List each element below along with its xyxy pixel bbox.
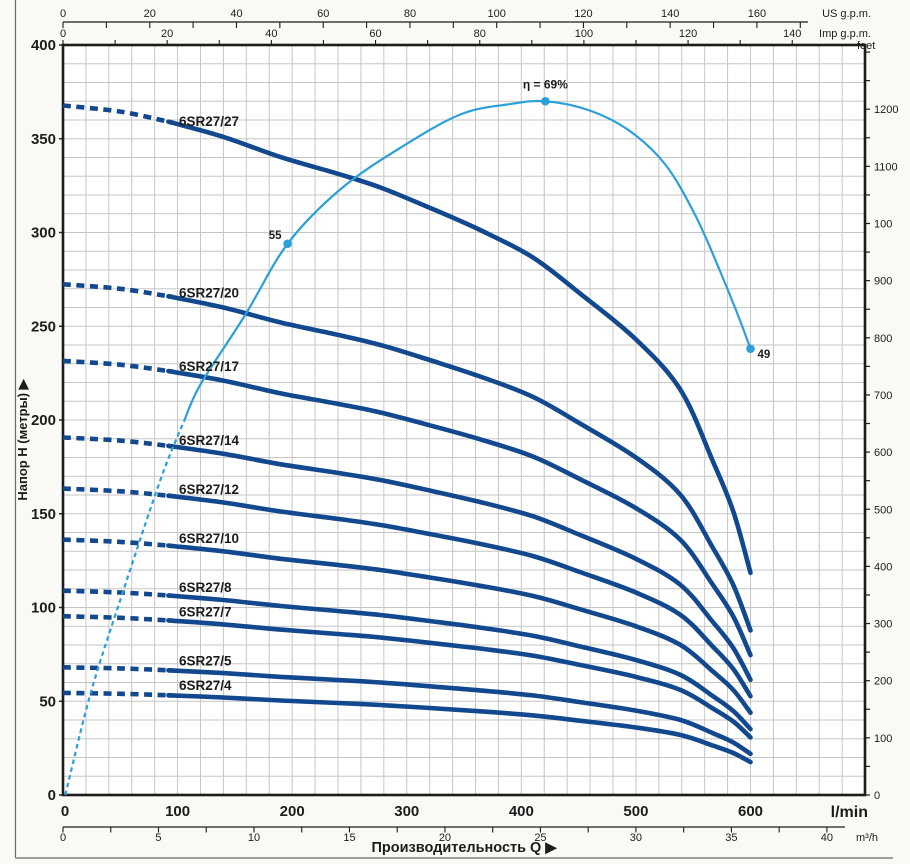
y-left-tick-label: 200 (31, 412, 56, 429)
y-left-tick-label: 0 (48, 787, 56, 804)
m3h-unit-label: m³/h (856, 832, 878, 844)
feet-tick-label: 300 (874, 619, 892, 631)
lmin-unit-label: l/min (831, 804, 868, 821)
m3h-tick-label: 30 (630, 832, 642, 844)
lmin-tick-label: 300 (394, 803, 419, 820)
m3h-tick-label: 35 (725, 832, 737, 844)
feet-tick-label: 900 (874, 276, 892, 288)
curve-labels: 6SR27/27 6SR27/20 6SR27/17 6SR27/14 6SR27/12… (179, 114, 240, 693)
curve-label-27: 6SR27/27 (179, 114, 239, 129)
curve-label-10: 6SR27/10 (179, 531, 239, 546)
pump-curve-10 (166, 543, 753, 715)
m3h-tick-label: 25 (534, 832, 546, 844)
curve-label-8: 6SR27/8 (179, 580, 232, 595)
usgpm-unit-label: US g.p.m. (822, 8, 871, 20)
pump-curve-7 (166, 618, 753, 740)
usgpm-tick-label: 140 (661, 8, 679, 20)
efficiency-curve: 55 η = 69% 49 (64, 77, 771, 796)
impgpm-tick-label: 140 (783, 28, 801, 40)
feet-tick-label: 100 (874, 219, 892, 231)
pump-curve-5 (166, 668, 753, 757)
m3h-tick-label: 10 (248, 832, 260, 844)
feet-tick-label: 600 (874, 447, 892, 459)
efficiency-point (746, 344, 755, 354)
pump-curve-17 (166, 368, 753, 658)
y-axis-title: Напор H (метры) ▶ (15, 378, 30, 500)
efficiency-point (283, 239, 292, 249)
curve-label-17: 6SR27/17 (179, 359, 239, 374)
efficiency-peak-label: η = 69% (523, 77, 568, 91)
impgpm-tick-label: 20 (161, 28, 173, 40)
impgpm-unit-label: Imp g.p.m. (819, 28, 871, 40)
feet-tick-label: 200 (874, 676, 892, 688)
x-axis-title: Производительность Q ▶ (371, 840, 558, 856)
pump-curve-20 (166, 294, 753, 633)
m3h-tick-label: 0 (60, 832, 66, 844)
pump-curve-27 (166, 119, 753, 576)
pump-curves (62, 103, 753, 765)
efficiency-curve-dashed (64, 419, 186, 796)
feet-tick-label: 0 (874, 790, 880, 802)
y-left-tick-label: 300 (31, 225, 56, 242)
usgpm-tick-label: 160 (748, 8, 766, 20)
feet-tick-label: 100 (874, 733, 892, 745)
m3h-tick-label: 40 (821, 832, 833, 844)
efficiency-curve-solid (183, 99, 752, 422)
m3h-tick-label: 5 (155, 832, 161, 844)
feet-tick-label: 400 (874, 561, 892, 573)
feet-tick-label: 1200 (874, 104, 898, 116)
lmin-tick-label: 500 (623, 803, 648, 820)
pump-curve-12 (166, 493, 753, 699)
usgpm-tick-label: 120 (574, 8, 592, 20)
feet-tick-label: 500 (874, 504, 892, 516)
y-left-tick-label: 250 (31, 318, 56, 335)
lmin-tick-label: 600 (738, 803, 763, 820)
efficiency-point-label: 55 (269, 230, 282, 242)
usgpm-tick-label: 0 (60, 8, 66, 20)
lmin-tick-label: 100 (165, 803, 190, 820)
curve-label-14: 6SR27/14 (179, 433, 240, 448)
usgpm-tick-label: 40 (230, 8, 242, 20)
curve-label-4: 6SR27/4 (179, 678, 232, 693)
y-left-tick-label: 400 (31, 37, 56, 54)
curve-label-7: 6SR27/7 (179, 604, 232, 619)
impgpm-tick-label: 60 (369, 28, 381, 40)
y-left-tick-label: 100 (31, 600, 56, 617)
feet-tick-label: 800 (874, 333, 892, 345)
lmin-tick-label: 400 (509, 803, 534, 820)
impgpm-tick-label: 0 (60, 28, 66, 40)
lmin-tick-label: 0 (61, 803, 69, 820)
usgpm-tick-label: 60 (317, 8, 329, 20)
efficiency-point-label: 49 (758, 349, 771, 361)
feet-unit-label: feet (857, 40, 875, 52)
lmin-tick-label: 200 (280, 803, 305, 820)
usgpm-tick-label: 20 (144, 8, 156, 20)
usgpm-tick-label: 80 (404, 8, 416, 20)
impgpm-tick-label: 100 (575, 28, 593, 40)
feet-tick-label: 1100 (874, 161, 898, 173)
efficiency-point (541, 96, 550, 106)
y-left-tick-label: 350 (31, 131, 56, 148)
impgpm-tick-label: 120 (679, 28, 697, 40)
curve-label-5: 6SR27/5 (179, 653, 232, 668)
impgpm-tick-label: 80 (474, 28, 486, 40)
pump-curve-14 (166, 443, 753, 683)
page-frame (14, 0, 893, 859)
feet-tick-label: 700 (874, 390, 892, 402)
m3h-tick-label: 20 (439, 832, 451, 844)
pump-curve-8 (166, 593, 753, 732)
pump-curve-4 (166, 693, 753, 765)
curve-label-20: 6SR27/20 (179, 286, 239, 301)
m3h-tick-label: 15 (343, 832, 355, 844)
curve-label-12: 6SR27/12 (179, 482, 239, 497)
usgpm-tick-label: 100 (488, 8, 506, 20)
y-left-tick-label: 50 (39, 693, 56, 710)
impgpm-tick-label: 40 (265, 28, 277, 40)
y-left-tick-label: 150 (31, 506, 56, 523)
